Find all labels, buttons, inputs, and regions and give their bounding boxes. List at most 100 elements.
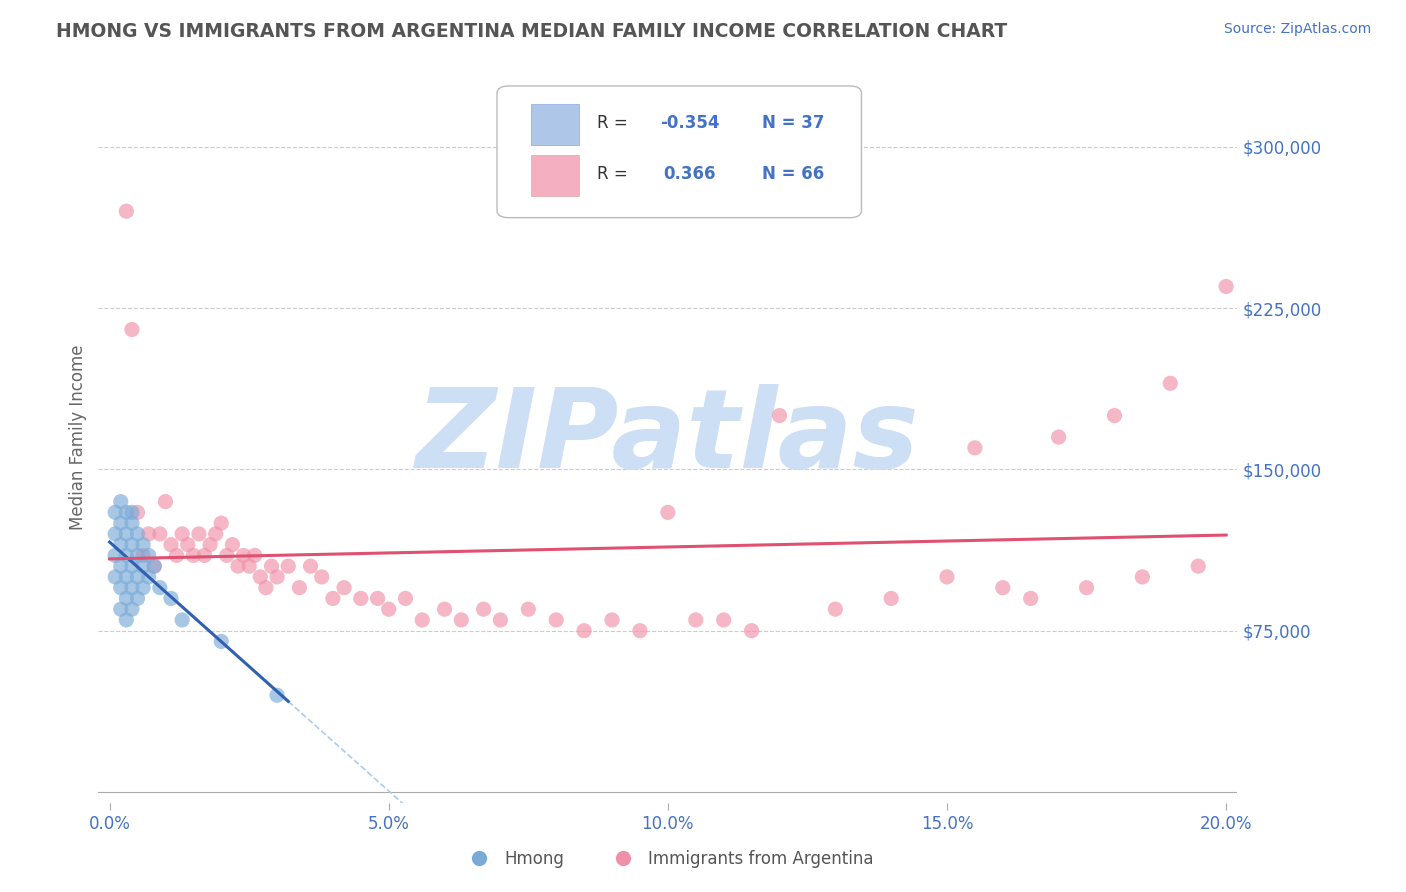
Text: R =: R = xyxy=(598,113,633,131)
Point xyxy=(110,538,132,552)
Point xyxy=(311,570,333,584)
Text: 0.366: 0.366 xyxy=(664,165,716,183)
Point xyxy=(450,613,472,627)
Point xyxy=(249,570,271,584)
Point xyxy=(115,570,138,584)
Point xyxy=(155,494,177,508)
Text: -0.354: -0.354 xyxy=(659,113,720,131)
Point xyxy=(299,559,322,574)
Text: N = 66: N = 66 xyxy=(762,165,825,183)
Point xyxy=(121,559,143,574)
Point xyxy=(160,591,183,606)
Point xyxy=(110,602,132,616)
FancyBboxPatch shape xyxy=(498,86,862,218)
Point xyxy=(1130,570,1153,584)
Point xyxy=(177,538,200,552)
Point xyxy=(127,591,149,606)
Point xyxy=(138,527,160,541)
Point xyxy=(628,624,651,638)
Point xyxy=(115,505,138,519)
Point xyxy=(572,624,595,638)
Point xyxy=(209,516,232,530)
Point xyxy=(260,559,283,574)
Point xyxy=(600,613,623,627)
Point xyxy=(433,602,456,616)
Point xyxy=(143,559,166,574)
Point xyxy=(963,441,986,455)
Point xyxy=(127,527,149,541)
Point xyxy=(880,591,903,606)
Point xyxy=(160,538,183,552)
Point xyxy=(277,559,299,574)
Point xyxy=(768,409,790,423)
Point xyxy=(221,538,243,552)
Point xyxy=(138,570,160,584)
Point xyxy=(1159,376,1181,391)
Point xyxy=(288,581,311,595)
Point xyxy=(115,204,138,219)
Legend: Hmong, Immigrants from Argentina: Hmong, Immigrants from Argentina xyxy=(456,844,880,875)
Point xyxy=(936,570,959,584)
Point xyxy=(110,494,132,508)
Point xyxy=(132,538,155,552)
Point xyxy=(121,538,143,552)
Point xyxy=(115,591,138,606)
Point xyxy=(121,322,143,336)
Point xyxy=(489,613,512,627)
Point xyxy=(209,634,232,648)
Point xyxy=(713,613,735,627)
Point xyxy=(266,688,288,702)
Point xyxy=(115,527,138,541)
Bar xyxy=(531,104,579,145)
Point xyxy=(110,559,132,574)
Point xyxy=(104,527,127,541)
Point xyxy=(517,602,540,616)
Point xyxy=(187,527,209,541)
Point xyxy=(1187,559,1209,574)
Bar xyxy=(531,155,579,195)
Point xyxy=(1047,430,1070,444)
Y-axis label: Median Family Income: Median Family Income xyxy=(69,344,87,530)
Point xyxy=(198,538,221,552)
Point xyxy=(991,581,1014,595)
Point xyxy=(138,549,160,563)
Point xyxy=(132,549,155,563)
Point xyxy=(143,559,166,574)
Point xyxy=(546,613,568,627)
Point xyxy=(172,613,194,627)
Point xyxy=(104,549,127,563)
Point xyxy=(824,602,846,616)
Point xyxy=(115,549,138,563)
Point xyxy=(377,602,399,616)
Point xyxy=(741,624,763,638)
Text: N = 37: N = 37 xyxy=(762,113,825,131)
Point xyxy=(411,613,433,627)
Point xyxy=(472,602,495,616)
Point xyxy=(685,613,707,627)
Point xyxy=(238,559,260,574)
Point xyxy=(132,581,155,595)
Point xyxy=(149,581,172,595)
Point xyxy=(1104,409,1126,423)
Point xyxy=(115,613,138,627)
Point xyxy=(243,549,266,563)
Point xyxy=(127,505,149,519)
Point xyxy=(254,581,277,595)
Point xyxy=(266,570,288,584)
Point xyxy=(172,527,194,541)
Text: ZIPatlas: ZIPatlas xyxy=(416,384,920,491)
Point xyxy=(215,549,238,563)
Point xyxy=(110,581,132,595)
Point xyxy=(367,591,389,606)
Point xyxy=(121,602,143,616)
Point xyxy=(232,549,254,563)
Point xyxy=(166,549,188,563)
Point xyxy=(183,549,205,563)
Point xyxy=(127,570,149,584)
Point xyxy=(127,549,149,563)
Point xyxy=(657,505,679,519)
Point xyxy=(1215,279,1237,293)
Point xyxy=(226,559,249,574)
Point xyxy=(1019,591,1042,606)
Text: R =: R = xyxy=(598,165,638,183)
